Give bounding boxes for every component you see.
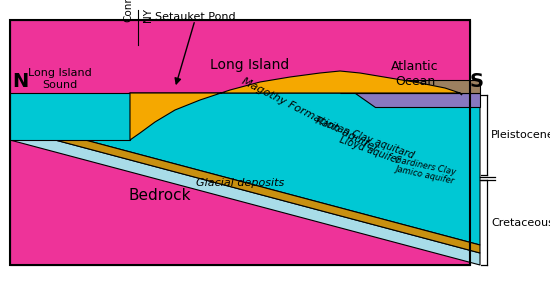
Polygon shape bbox=[130, 71, 462, 140]
Text: Cretaceous: Cretaceous bbox=[491, 218, 550, 227]
Text: Atlantic
Ocean: Atlantic Ocean bbox=[391, 60, 439, 88]
Bar bbox=[10, 20, 470, 265]
Polygon shape bbox=[10, 20, 470, 265]
Polygon shape bbox=[340, 80, 480, 93]
Polygon shape bbox=[355, 93, 480, 107]
Text: Pleistocene: Pleistocene bbox=[491, 130, 550, 140]
Polygon shape bbox=[10, 93, 130, 140]
Text: Gardiners Clay: Gardiners Clay bbox=[394, 155, 456, 177]
Text: NY: NY bbox=[143, 8, 153, 22]
Text: Raritan Clay aquitard: Raritan Clay aquitard bbox=[314, 116, 416, 160]
Text: S: S bbox=[470, 72, 484, 91]
Polygon shape bbox=[10, 93, 480, 245]
Text: Glacial deposits: Glacial deposits bbox=[196, 178, 284, 188]
Text: Lloyd aquifer: Lloyd aquifer bbox=[338, 134, 402, 166]
Polygon shape bbox=[10, 128, 480, 265]
Text: Long Island
Sound: Long Island Sound bbox=[28, 68, 92, 90]
Polygon shape bbox=[10, 120, 480, 253]
Text: Setauket Pond: Setauket Pond bbox=[155, 12, 235, 22]
Text: Magothy Formation aquifer: Magothy Formation aquifer bbox=[240, 76, 380, 154]
Text: N: N bbox=[12, 72, 28, 91]
Text: Long Island: Long Island bbox=[210, 58, 290, 72]
Text: Conn.: Conn. bbox=[123, 0, 133, 22]
Text: Jamico aquifer: Jamico aquifer bbox=[394, 164, 455, 186]
Text: Bedrock: Bedrock bbox=[129, 188, 191, 203]
